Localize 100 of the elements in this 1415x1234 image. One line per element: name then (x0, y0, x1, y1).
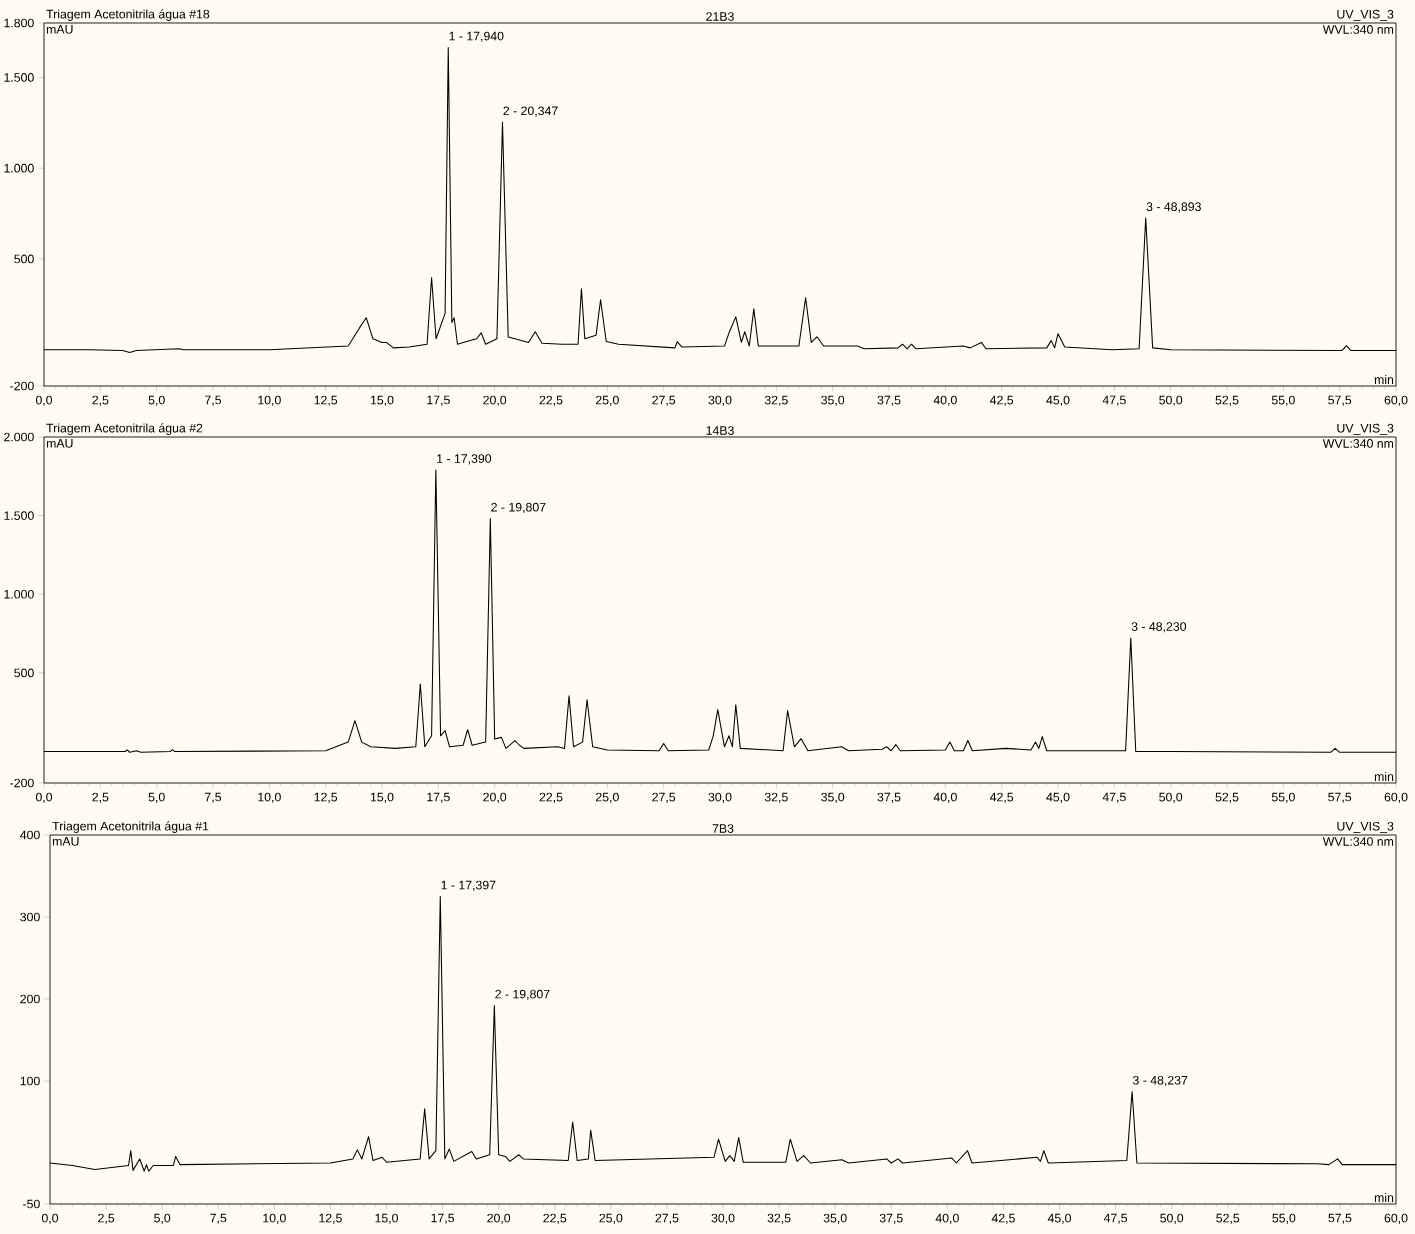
x-tick-label: 35,0 (821, 792, 845, 803)
x-tick-label: 37,5 (877, 395, 901, 406)
x-tick-label: 52,5 (1216, 1213, 1240, 1224)
y-tick-label: 300 (20, 912, 40, 922)
x-tick-label: 55,0 (1271, 395, 1295, 406)
annotation: WVL:340 nm (1322, 439, 1394, 448)
x-tick-label: 27,5 (652, 395, 676, 406)
x-tick-label: 50,0 (1159, 395, 1183, 406)
y-tick-label: -200 (10, 778, 34, 788)
x-tick-label: 15,0 (370, 395, 394, 406)
y-tick-label: 200 (20, 994, 40, 1004)
x-tick-label: 20,0 (483, 792, 507, 803)
x-tick-label: 32,5 (764, 792, 788, 803)
annotation: WVL:340 nm (1322, 837, 1394, 846)
x-tick-label: 5,0 (154, 1213, 171, 1224)
x-tick-label: 57,5 (1328, 1213, 1352, 1224)
annotation: 3 - 48,237 (1132, 1075, 1188, 1087)
x-tick-label: 7,5 (205, 792, 222, 803)
x-tick-label: 12,5 (314, 395, 338, 406)
x-tick-label: 35,0 (821, 395, 845, 406)
y-axis-title: mAU (46, 25, 73, 34)
annotation: 1 - 17,397 (441, 880, 496, 891)
x-tick-label: 0,0 (35, 395, 53, 406)
x-tick-label: 12,5 (314, 792, 338, 803)
x-tick-label: 30,0 (708, 395, 732, 406)
x-tick-label: 47,5 (1102, 395, 1126, 406)
y-tick-label: 1.800 (4, 18, 34, 28)
y-tick-label: 1.000 (4, 163, 34, 173)
chart-title: Triagem Acetonitrila água #1 (52, 821, 209, 833)
chart-subtitle: 14B3 (706, 426, 734, 435)
x-tick-label: 22,5 (543, 1213, 567, 1224)
x-tick-label: 42,5 (989, 395, 1014, 406)
x-axis-title: min (1374, 374, 1394, 384)
x-tick-label: 60,0 (1384, 395, 1408, 406)
x-tick-label: 22,5 (539, 792, 563, 803)
chart-title: Triagem Acetonitrila água #18 (46, 9, 210, 21)
x-tick-label: 5,0 (148, 792, 165, 803)
text: UV_VIS_3 (1337, 9, 1394, 21)
annotation: 2 - 19,807 (495, 989, 550, 1000)
x-tick-label: 42,5 (989, 792, 1014, 803)
x-tick-label: 32,5 (764, 395, 788, 406)
x-tick-label: 7,5 (210, 1213, 227, 1224)
x-tick-label: 40,0 (933, 792, 957, 803)
x-tick-label: 52,5 (1215, 792, 1239, 803)
x-axis-title: min (1374, 771, 1394, 781)
annotation: 2 - 19,807 (491, 502, 546, 513)
x-tick-label: 15,0 (375, 1213, 398, 1224)
x-tick-label: 2,5 (92, 395, 109, 406)
x-tick-label: 2,5 (98, 1213, 115, 1224)
chart-subtitle: 21B3 (706, 12, 734, 21)
annotation: WVL:340 nm (1322, 25, 1394, 34)
y-tick-label: 500 (14, 668, 34, 678)
chart-subtitle: 7B3 (712, 824, 734, 833)
x-tick-label: 45,0 (1046, 395, 1070, 406)
y-axis-title: mAU (46, 439, 73, 448)
x-tick-label: 40,0 (935, 1213, 959, 1224)
x-tick-label: 2,5 (92, 792, 109, 803)
x-tick-label: 10,0 (258, 792, 281, 803)
x-tick-label: 57,5 (1328, 792, 1352, 803)
y-tick-label: 1.000 (4, 589, 34, 599)
x-tick-label: 50,0 (1159, 792, 1183, 803)
text: UV_VIS_3 (1337, 821, 1394, 833)
x-tick-label: 45,0 (1047, 1213, 1071, 1224)
x-tick-label: 25,0 (599, 1213, 623, 1224)
x-tick-label: 17,5 (427, 792, 450, 803)
text: UV_VIS_3 (1337, 423, 1394, 435)
x-tick-label: 47,5 (1102, 792, 1126, 803)
x-tick-label: 25,0 (595, 395, 619, 406)
y-tick-label: 500 (14, 254, 34, 264)
x-tick-label: 37,5 (877, 792, 901, 803)
annotation: 1 - 17,390 (437, 454, 492, 465)
x-axis-title: min (1374, 1192, 1394, 1202)
y-axis-title: mAU (52, 837, 79, 846)
x-tick-label: 55,0 (1272, 1213, 1296, 1224)
x-tick-label: 17,5 (431, 1213, 455, 1224)
x-tick-label: 40,0 (933, 395, 957, 406)
x-tick-label: 15,0 (370, 792, 394, 803)
x-tick-label: 12,5 (319, 1213, 342, 1224)
x-tick-label: 20,0 (487, 1213, 511, 1224)
y-tick-label: 2.000 (4, 432, 34, 442)
x-tick-label: 30,0 (711, 1213, 735, 1224)
x-tick-label: 50,0 (1160, 1213, 1184, 1224)
annotation: 2 - 20,347 (503, 106, 558, 117)
annotation: 1 - 17,940 (449, 31, 504, 42)
x-tick-label: 30,0 (708, 792, 732, 803)
x-tick-label: 52,5 (1215, 395, 1239, 406)
x-tick-label: 60,0 (1384, 792, 1408, 803)
annotation: 3 - 48,893 (1146, 202, 1201, 213)
x-tick-label: 32,5 (767, 1213, 791, 1224)
x-tick-label: 35,0 (823, 1213, 847, 1224)
annotation: 3 - 48,230 (1131, 622, 1187, 633)
x-tick-label: 47,5 (1103, 1213, 1128, 1224)
x-tick-label: 0,0 (35, 792, 53, 803)
y-tick-label: -200 (10, 381, 34, 391)
x-tick-label: 0,0 (41, 1213, 59, 1224)
x-tick-label: 10,0 (263, 1213, 286, 1224)
x-tick-label: 17,5 (427, 395, 450, 406)
x-tick-label: 25,0 (595, 792, 619, 803)
x-tick-label: 37,5 (879, 1213, 903, 1224)
x-tick-label: 57,5 (1328, 395, 1352, 406)
